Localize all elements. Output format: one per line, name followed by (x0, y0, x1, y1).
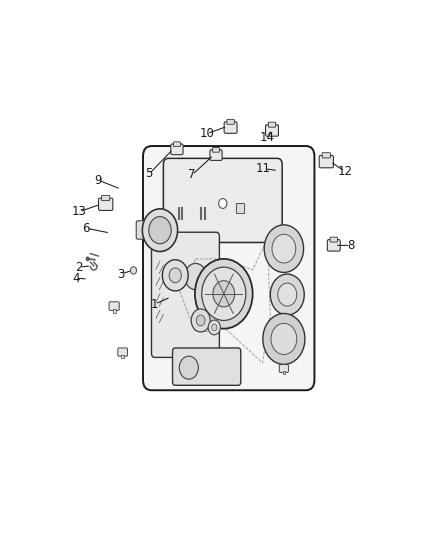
FancyBboxPatch shape (322, 152, 330, 158)
Circle shape (131, 266, 137, 274)
Text: 8: 8 (347, 239, 354, 252)
FancyBboxPatch shape (224, 122, 237, 133)
Circle shape (208, 320, 220, 335)
Circle shape (264, 225, 304, 272)
FancyBboxPatch shape (102, 196, 110, 200)
Text: 2: 2 (75, 261, 83, 273)
FancyBboxPatch shape (109, 302, 119, 310)
Circle shape (179, 356, 198, 379)
Text: 13: 13 (72, 205, 87, 218)
FancyBboxPatch shape (152, 232, 219, 358)
Text: 14: 14 (259, 131, 274, 143)
Text: 1: 1 (151, 297, 159, 311)
Circle shape (191, 309, 210, 332)
Circle shape (270, 274, 304, 315)
Circle shape (271, 324, 297, 354)
FancyBboxPatch shape (227, 119, 234, 124)
FancyBboxPatch shape (268, 122, 276, 127)
Bar (283, 371, 285, 374)
FancyBboxPatch shape (327, 240, 340, 251)
Circle shape (202, 267, 246, 320)
FancyBboxPatch shape (143, 146, 314, 390)
Circle shape (86, 257, 89, 261)
Text: 12: 12 (338, 165, 353, 178)
FancyBboxPatch shape (173, 348, 241, 385)
Circle shape (213, 281, 235, 307)
Circle shape (149, 216, 171, 244)
Text: 3: 3 (117, 268, 125, 280)
FancyBboxPatch shape (319, 156, 333, 168)
Circle shape (272, 235, 296, 263)
Circle shape (212, 324, 217, 330)
Bar (121, 355, 124, 358)
FancyBboxPatch shape (212, 148, 219, 152)
Circle shape (169, 268, 181, 282)
Circle shape (162, 260, 188, 291)
Circle shape (219, 199, 227, 208)
FancyBboxPatch shape (330, 237, 338, 242)
Circle shape (196, 315, 205, 326)
FancyBboxPatch shape (163, 158, 282, 243)
Text: 7: 7 (188, 168, 196, 181)
Text: 5: 5 (145, 167, 153, 181)
FancyBboxPatch shape (173, 142, 180, 147)
FancyBboxPatch shape (99, 198, 113, 211)
Bar (113, 309, 116, 313)
FancyBboxPatch shape (171, 144, 183, 155)
Circle shape (263, 313, 305, 365)
Circle shape (185, 263, 206, 289)
FancyBboxPatch shape (279, 365, 289, 373)
FancyBboxPatch shape (210, 150, 222, 160)
FancyBboxPatch shape (136, 221, 162, 239)
Text: 9: 9 (95, 174, 102, 187)
Text: 6: 6 (82, 222, 90, 235)
Bar (237, 204, 244, 213)
Circle shape (142, 209, 178, 252)
FancyBboxPatch shape (265, 125, 279, 136)
Text: 11: 11 (256, 162, 271, 175)
Text: 4: 4 (72, 272, 80, 285)
Circle shape (195, 259, 253, 329)
FancyBboxPatch shape (118, 348, 127, 356)
Text: 10: 10 (199, 127, 214, 140)
Circle shape (278, 283, 297, 306)
